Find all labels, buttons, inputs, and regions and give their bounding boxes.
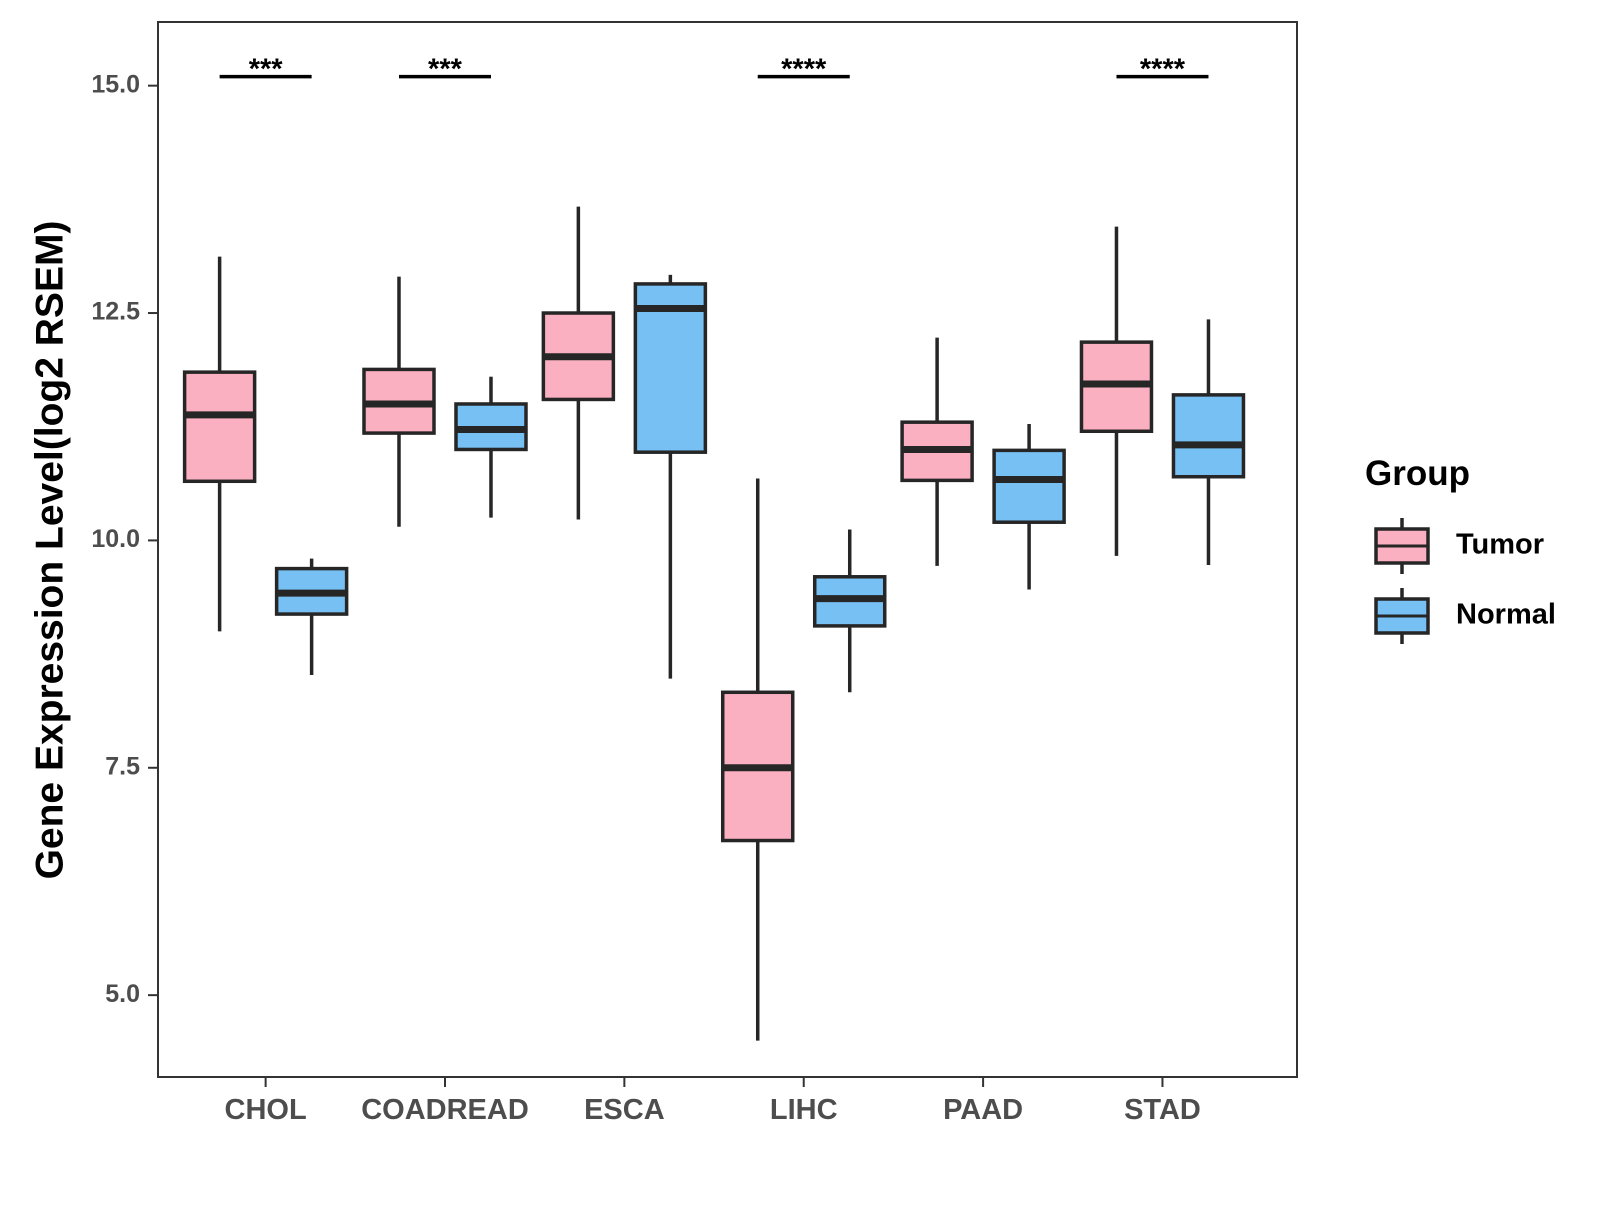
tumor-box-stad (1079, 226, 1154, 556)
tumor-box-lihc (720, 478, 795, 1041)
normal-box-lihc (812, 529, 887, 693)
box-iqr (182, 370, 257, 484)
x-tick-label-paad: PAAD (943, 1094, 1023, 1126)
axes-layer (157, 21, 1298, 1078)
plot-panel (158, 22, 1297, 1077)
plot-background (158, 22, 1297, 1077)
plot-border (157, 21, 1298, 1078)
y-tick-label: 15.0 (91, 70, 140, 98)
legend-entry-tumor: Tumor (1374, 518, 1544, 574)
tumor-box-paad (900, 337, 974, 566)
y-tick-label: 12.5 (91, 298, 140, 326)
significance-label-lihc: **** (781, 54, 827, 86)
y-axis: 5.0 7.5 10.0 12.5 15.0 (91, 70, 158, 1008)
y-tick-label: 5.0 (105, 980, 140, 1008)
legend-entry-normal: Normal (1374, 588, 1556, 644)
legend-label-tumor: Tumor (1456, 529, 1544, 561)
boxes-layer (182, 206, 1246, 1041)
box-iqr (992, 448, 1066, 524)
x-axis: CHOL COADREAD ESCA LIHC PAAD STAD (225, 1077, 1201, 1126)
normal-box-stad (1171, 319, 1246, 565)
x-tick-label-lihc: LIHC (770, 1094, 838, 1126)
x-tick-label-chol: CHOL (225, 1094, 307, 1126)
significance-layer: *** *** **** **** (219, 54, 1209, 86)
normal-box-chol (274, 558, 349, 676)
y-axis-title: Gene Expression Level(log2 RSEM) (28, 221, 71, 880)
y-tick-label: 10.0 (91, 525, 140, 553)
significance-label-stad: **** (1140, 54, 1186, 86)
normal-box-paad (992, 423, 1066, 590)
x-tick-label-esca: ESCA (584, 1094, 665, 1126)
tumor-box-coadread (362, 276, 436, 527)
box-iqr (1171, 393, 1246, 479)
x-tick-label-stad: STAD (1124, 1094, 1201, 1126)
legend: Group Tumor Normal (1365, 454, 1556, 644)
significance-label-coadread: *** (428, 54, 463, 86)
tumor-box-esca (541, 206, 616, 520)
normal-box-coadread (454, 376, 528, 518)
tumor-box-chol (182, 256, 257, 632)
significance-label-chol: *** (249, 54, 284, 86)
y-tick-label: 7.5 (105, 752, 140, 780)
legend-title: Group (1365, 454, 1470, 493)
legend-label-normal: Normal (1456, 599, 1556, 631)
x-tick-label-coadread: COADREAD (361, 1094, 529, 1126)
normal-box-esca (633, 274, 708, 679)
